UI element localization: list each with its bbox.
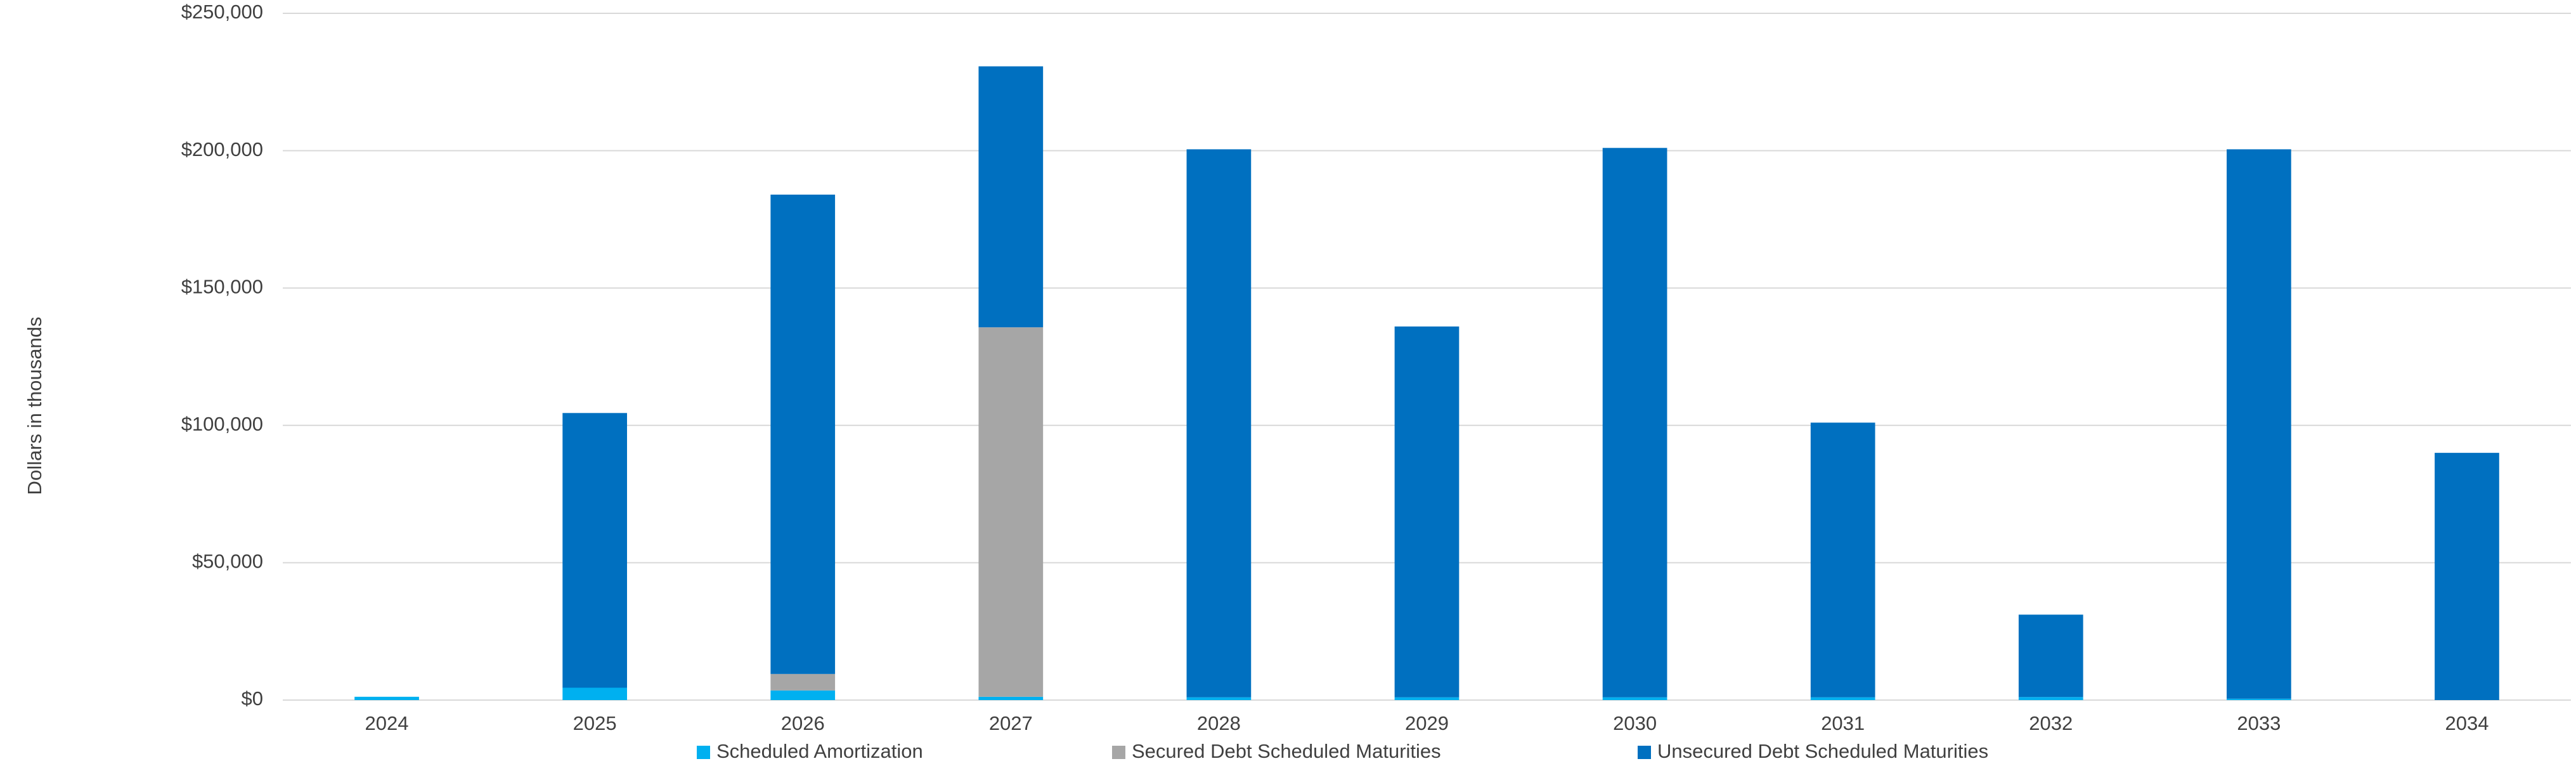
bar-segment [1394, 697, 1460, 700]
x-tick-label: 2026 [781, 712, 825, 734]
legend-label: Scheduled Amortization [716, 740, 923, 762]
bar-segment [978, 66, 1044, 328]
legend-swatch [1638, 746, 1651, 759]
bar-segment [770, 690, 836, 700]
x-tick-label: 2031 [1821, 712, 1865, 734]
x-tick-label: 2032 [2029, 712, 2073, 734]
x-tick-label: 2033 [2237, 712, 2281, 734]
legend-swatch [697, 746, 710, 759]
legend-swatch [1112, 746, 1125, 759]
x-tick-label: 2027 [989, 712, 1033, 734]
bar-segment [1186, 697, 1252, 700]
y-tick-label: $50,000 [192, 550, 263, 573]
y-tick-label: $0 [242, 687, 263, 710]
x-tick-label: 2028 [1197, 712, 1241, 734]
bar-segment [562, 687, 627, 700]
bar-segment [978, 696, 1044, 700]
x-tick-label: 2030 [1613, 712, 1657, 734]
bar-segment [2018, 697, 2083, 700]
bar-segment [2227, 149, 2291, 699]
x-tick-label: 2034 [2445, 712, 2489, 734]
y-axis-title: Dollars in thousands [23, 317, 46, 495]
y-tick-label: $100,000 [181, 413, 263, 435]
x-tick-label: 2025 [573, 712, 617, 734]
bar-segment [1602, 697, 1667, 700]
bar-segment [354, 696, 419, 700]
y-tick-label: $150,000 [181, 275, 263, 297]
bar-segment [1394, 326, 1460, 698]
x-tick-label: 2024 [365, 712, 409, 734]
bar-segment [1810, 697, 1875, 700]
bar-segment [1602, 148, 1667, 698]
bar-segment [1810, 422, 1875, 698]
bar-segment [2018, 614, 2083, 698]
x-tick-label: 2029 [1405, 712, 1449, 734]
bar-segment [770, 673, 836, 691]
bar-segment [978, 327, 1044, 697]
bar-segment [2435, 453, 2499, 700]
bar-segment [562, 413, 627, 688]
bar-segment [770, 194, 836, 674]
bar-segment [1186, 149, 1252, 698]
y-tick-label: $250,000 [181, 1, 263, 23]
bar-segment [2227, 698, 2291, 700]
legend-label: Secured Debt Scheduled Maturities [1132, 740, 1441, 762]
y-tick-label: $200,000 [181, 138, 263, 160]
legend-label: Unsecured Debt Scheduled Maturities [1657, 740, 1988, 762]
